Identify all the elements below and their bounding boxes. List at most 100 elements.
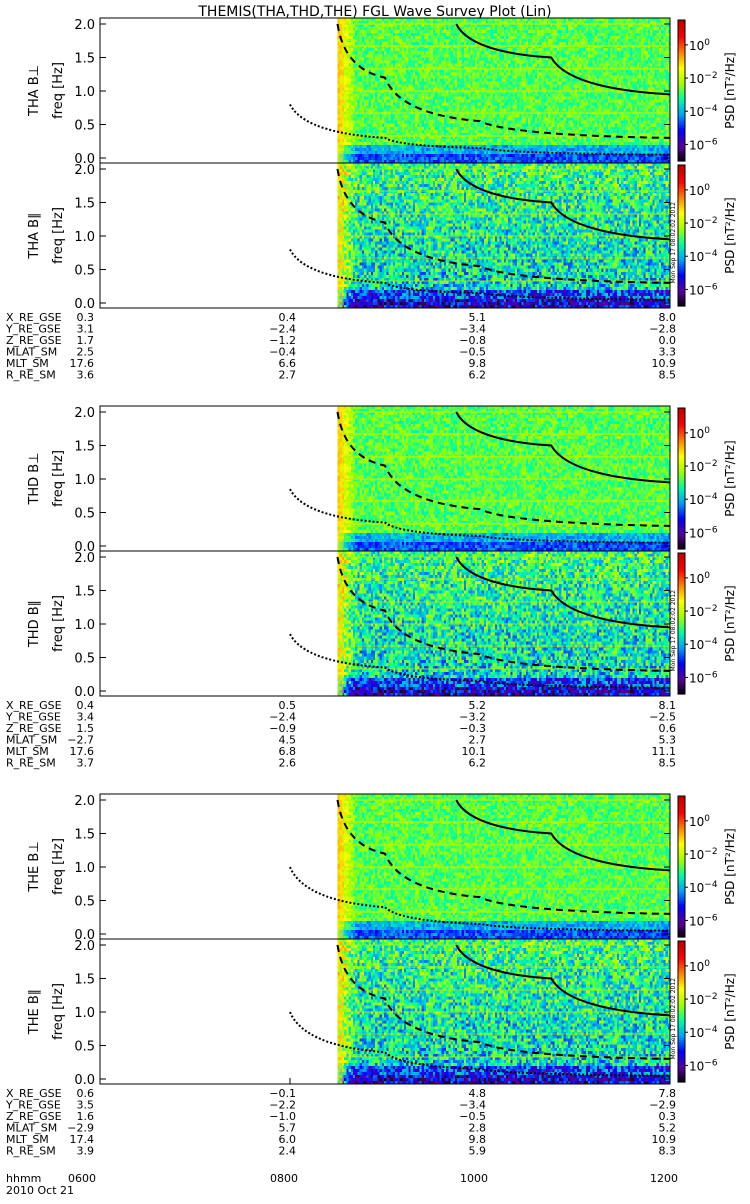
colorbar-cell [678,97,685,101]
cyclotron-curve-dash-dot [289,248,671,301]
y-tick-label: 0.0 [74,297,95,312]
colorbar-cell [678,957,685,961]
ephemeris-value: 3.4 [77,711,95,724]
y-tick-label: 0.0 [74,152,95,167]
colorbar-cell [678,913,685,917]
y-tick-label: 2.0 [74,939,95,954]
colorbar-cell [678,156,685,160]
colorbar-tick-label: 10−6 [689,137,718,152]
y-tick-label: 1.0 [74,618,95,633]
colorbar-cell [678,408,685,411]
colorbar-cell [678,287,685,291]
colorbar-cell [678,1020,685,1024]
colorbar-cell [678,955,685,959]
colorbar-cell [678,83,685,87]
colorbar-cell [678,803,685,806]
y-tick-label: 2.0 [74,406,95,421]
colorbar-cell [678,675,685,679]
colorbar-cell [678,990,685,994]
colorbar-cell [678,828,685,832]
colorbar-cell [678,635,685,639]
ephemeris-value: 3.5 [77,1099,95,1112]
colorbar-cell [678,537,685,541]
colorbar-cell [678,929,685,933]
colorbar-cell [678,878,685,882]
colorbar-cell [678,637,685,641]
colorbar-tick-label: 100 [689,571,710,586]
colorbar-cell [678,1060,685,1064]
colorbar-cell [678,925,685,929]
colorbar-cell [678,462,685,465]
ephemeris-value: 6.2 [469,757,487,770]
generation-stamp: Mon Sep 17 08:02:02 2012 [670,978,677,1060]
colorbar-cell [678,1023,685,1027]
colorbar-cell [678,104,685,108]
colorbar-cell [678,422,685,426]
colorbar-cell [678,616,685,620]
ephemeris-value: 0.6 [659,722,677,735]
colorbar-cell [678,226,685,230]
colorbar-cell [678,689,685,693]
ephemeris-value: 6.2 [469,369,487,382]
colorbar-cell [678,209,685,213]
colorbar-cell [678,527,685,531]
ephemeris-value: 17.6 [70,745,95,758]
colorbar-cell [678,478,685,482]
y-tick-label: 2.0 [74,163,95,178]
colorbar-cell [678,908,685,912]
ephemeris-value: 7.8 [659,1087,677,1100]
colorbar-cell [678,135,685,139]
colorbar-cell [678,165,685,168]
colorbar-cell [678,433,685,437]
colorbar-cell [678,172,685,175]
ephemeris-value: 2.4 [279,1145,297,1158]
colorbar-cell [678,560,685,563]
colorbar-cell [678,826,685,830]
ephemeris-value: 5.7 [279,1122,297,1135]
colorbar-cell [678,604,685,608]
ephemeris-value: 1.7 [77,334,95,347]
colorbar-cell [678,997,685,1001]
ephemeris-value: 8.5 [659,369,677,382]
colorbar-cell [678,553,685,556]
colorbar-cell [678,520,685,524]
colorbar-cell [678,429,685,433]
colorbar-tick-label: 10−4 [689,249,718,264]
colorbar-cell [678,457,685,461]
colorbar-cell [678,284,685,288]
colorbar: 100 10−2 10−4 10−6 PSD [nT²/Hz] [677,795,737,938]
colorbar-cell [678,578,685,582]
ephemeris-value: 5.2 [469,699,487,712]
colorbar-cell [678,679,685,683]
colorbar-cell [678,440,685,444]
colorbar-tick-label: 10−2 [689,459,718,474]
colorbar-cell [678,1004,685,1008]
colorbar-cell [678,980,685,984]
colorbar-cell [678,29,685,33]
colorbar-cell [678,410,685,414]
colorbar-cell [678,805,685,809]
colorbar-cell [678,859,685,863]
colorbar-cell [678,123,685,127]
colorbar-cell [678,814,685,818]
colorbar-cell [678,301,685,305]
ephemeris-value: 5.1 [469,311,487,324]
colorbar-cell [678,1053,685,1057]
colorbar-cell [678,843,685,846]
y-tick-label: 1.0 [74,861,95,876]
colorbar-cell [678,502,685,505]
ephemeris-value: −2.7 [67,734,94,747]
y-tick-label: 1.5 [74,828,95,843]
colorbar-cell [678,415,685,418]
ephemeris-value: 5.9 [469,1145,487,1158]
colorbar-cell [678,800,685,804]
colorbar-cell [678,1018,685,1022]
colorbar-cell [678,541,685,545]
colorbar-cell [678,1025,685,1029]
colorbar-cell [678,798,685,802]
colorbar-cell [678,821,685,825]
onset-stripe [337,939,344,1084]
time-axis-label: hhmm [6,1172,41,1185]
colorbar-cell [678,492,685,496]
